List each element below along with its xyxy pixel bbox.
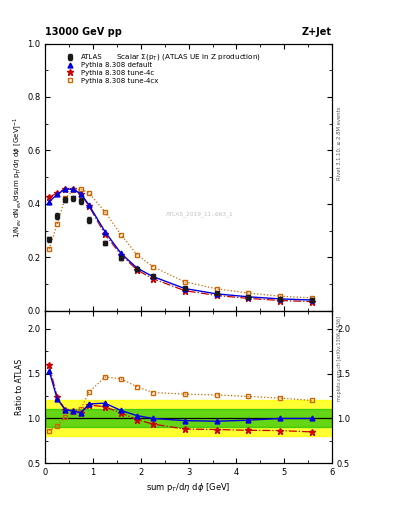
Line: Pythia 8.308 tune-4c: Pythia 8.308 tune-4c: [46, 186, 315, 305]
Pythia 8.308 tune-4cx: [47, 246, 51, 252]
Pythia 8.308 tune-4cx: [246, 290, 251, 296]
Pythia 8.308 default: [278, 296, 283, 302]
Text: ATLAS_2019_11..663_1: ATLAS_2019_11..663_1: [166, 211, 234, 218]
Pythia 8.308 default: [103, 228, 107, 234]
Pythia 8.308 tune-4c: [87, 203, 92, 209]
Pythia 8.308 tune-4cx: [278, 293, 283, 300]
Pythia 8.308 default: [119, 250, 123, 257]
Text: Rivet 3.1.10, ≥ 2.8M events: Rivet 3.1.10, ≥ 2.8M events: [337, 106, 342, 180]
Pythia 8.308 tune-4c: [47, 194, 51, 200]
Pythia 8.308 tune-4cx: [71, 187, 75, 194]
Line: Pythia 8.308 default: Pythia 8.308 default: [47, 187, 314, 303]
Y-axis label: 1/N$_{ev}$ dN$_{ev}$/dsum p$_T$/d$\eta$ d$\phi$ [GeV]$^{-1}$: 1/N$_{ev}$ dN$_{ev}$/dsum p$_T$/d$\eta$ …: [11, 116, 24, 238]
Pythia 8.308 tune-4c: [182, 288, 187, 294]
Pythia 8.308 tune-4cx: [103, 209, 107, 215]
Pythia 8.308 default: [55, 191, 59, 198]
Pythia 8.308 default: [79, 191, 83, 197]
Pythia 8.308 tune-4c: [55, 190, 59, 196]
Pythia 8.308 default: [214, 291, 219, 297]
Text: Scalar $\Sigma$(p$_T$) (ATLAS UE in Z production): Scalar $\Sigma$(p$_T$) (ATLAS UE in Z pr…: [116, 52, 261, 61]
Pythia 8.308 tune-4cx: [134, 251, 139, 258]
X-axis label: sum p$_T$/d$\eta$ d$\phi$ [GeV]: sum p$_T$/d$\eta$ d$\phi$ [GeV]: [146, 481, 231, 495]
Pythia 8.308 tune-4c: [71, 186, 75, 192]
Pythia 8.308 tune-4c: [246, 295, 251, 302]
Y-axis label: Ratio to ATLAS: Ratio to ATLAS: [15, 359, 24, 415]
Pythia 8.308 tune-4c: [103, 231, 107, 238]
Pythia 8.308 default: [182, 286, 187, 292]
Pythia 8.308 tune-4cx: [119, 231, 123, 238]
Pythia 8.308 tune-4c: [214, 292, 219, 298]
Pythia 8.308 tune-4c: [79, 191, 83, 197]
Line: Pythia 8.308 tune-4cx: Pythia 8.308 tune-4cx: [47, 187, 314, 301]
Pythia 8.308 tune-4c: [134, 267, 139, 273]
Pythia 8.308 default: [246, 294, 251, 300]
Legend: ATLAS, Pythia 8.308 default, Pythia 8.308 tune-4c, Pythia 8.308 tune-4cx: ATLAS, Pythia 8.308 default, Pythia 8.30…: [60, 52, 160, 86]
Pythia 8.308 tune-4c: [119, 251, 123, 258]
Text: 13000 GeV pp: 13000 GeV pp: [45, 27, 122, 37]
Pythia 8.308 tune-4c: [151, 275, 155, 282]
Pythia 8.308 tune-4cx: [87, 190, 92, 196]
Pythia 8.308 default: [151, 273, 155, 280]
Pythia 8.308 default: [134, 265, 139, 271]
Pythia 8.308 default: [47, 199, 51, 205]
Pythia 8.308 default: [63, 186, 68, 192]
Text: Z+Jet: Z+Jet: [302, 27, 332, 37]
Pythia 8.308 tune-4cx: [151, 264, 155, 270]
Pythia 8.308 tune-4cx: [63, 196, 68, 202]
Pythia 8.308 tune-4c: [310, 298, 314, 305]
Pythia 8.308 tune-4c: [278, 297, 283, 304]
Pythia 8.308 default: [71, 186, 75, 192]
Pythia 8.308 tune-4cx: [310, 295, 314, 301]
Text: mcplots.cern.ch [arXiv:1306.3436]: mcplots.cern.ch [arXiv:1306.3436]: [337, 316, 342, 401]
Pythia 8.308 tune-4cx: [55, 221, 59, 227]
Pythia 8.308 tune-4cx: [214, 286, 219, 292]
Pythia 8.308 tune-4c: [63, 186, 68, 192]
Pythia 8.308 tune-4cx: [182, 279, 187, 285]
Pythia 8.308 default: [310, 297, 314, 303]
Pythia 8.308 default: [87, 202, 92, 208]
Pythia 8.308 tune-4cx: [79, 186, 83, 192]
